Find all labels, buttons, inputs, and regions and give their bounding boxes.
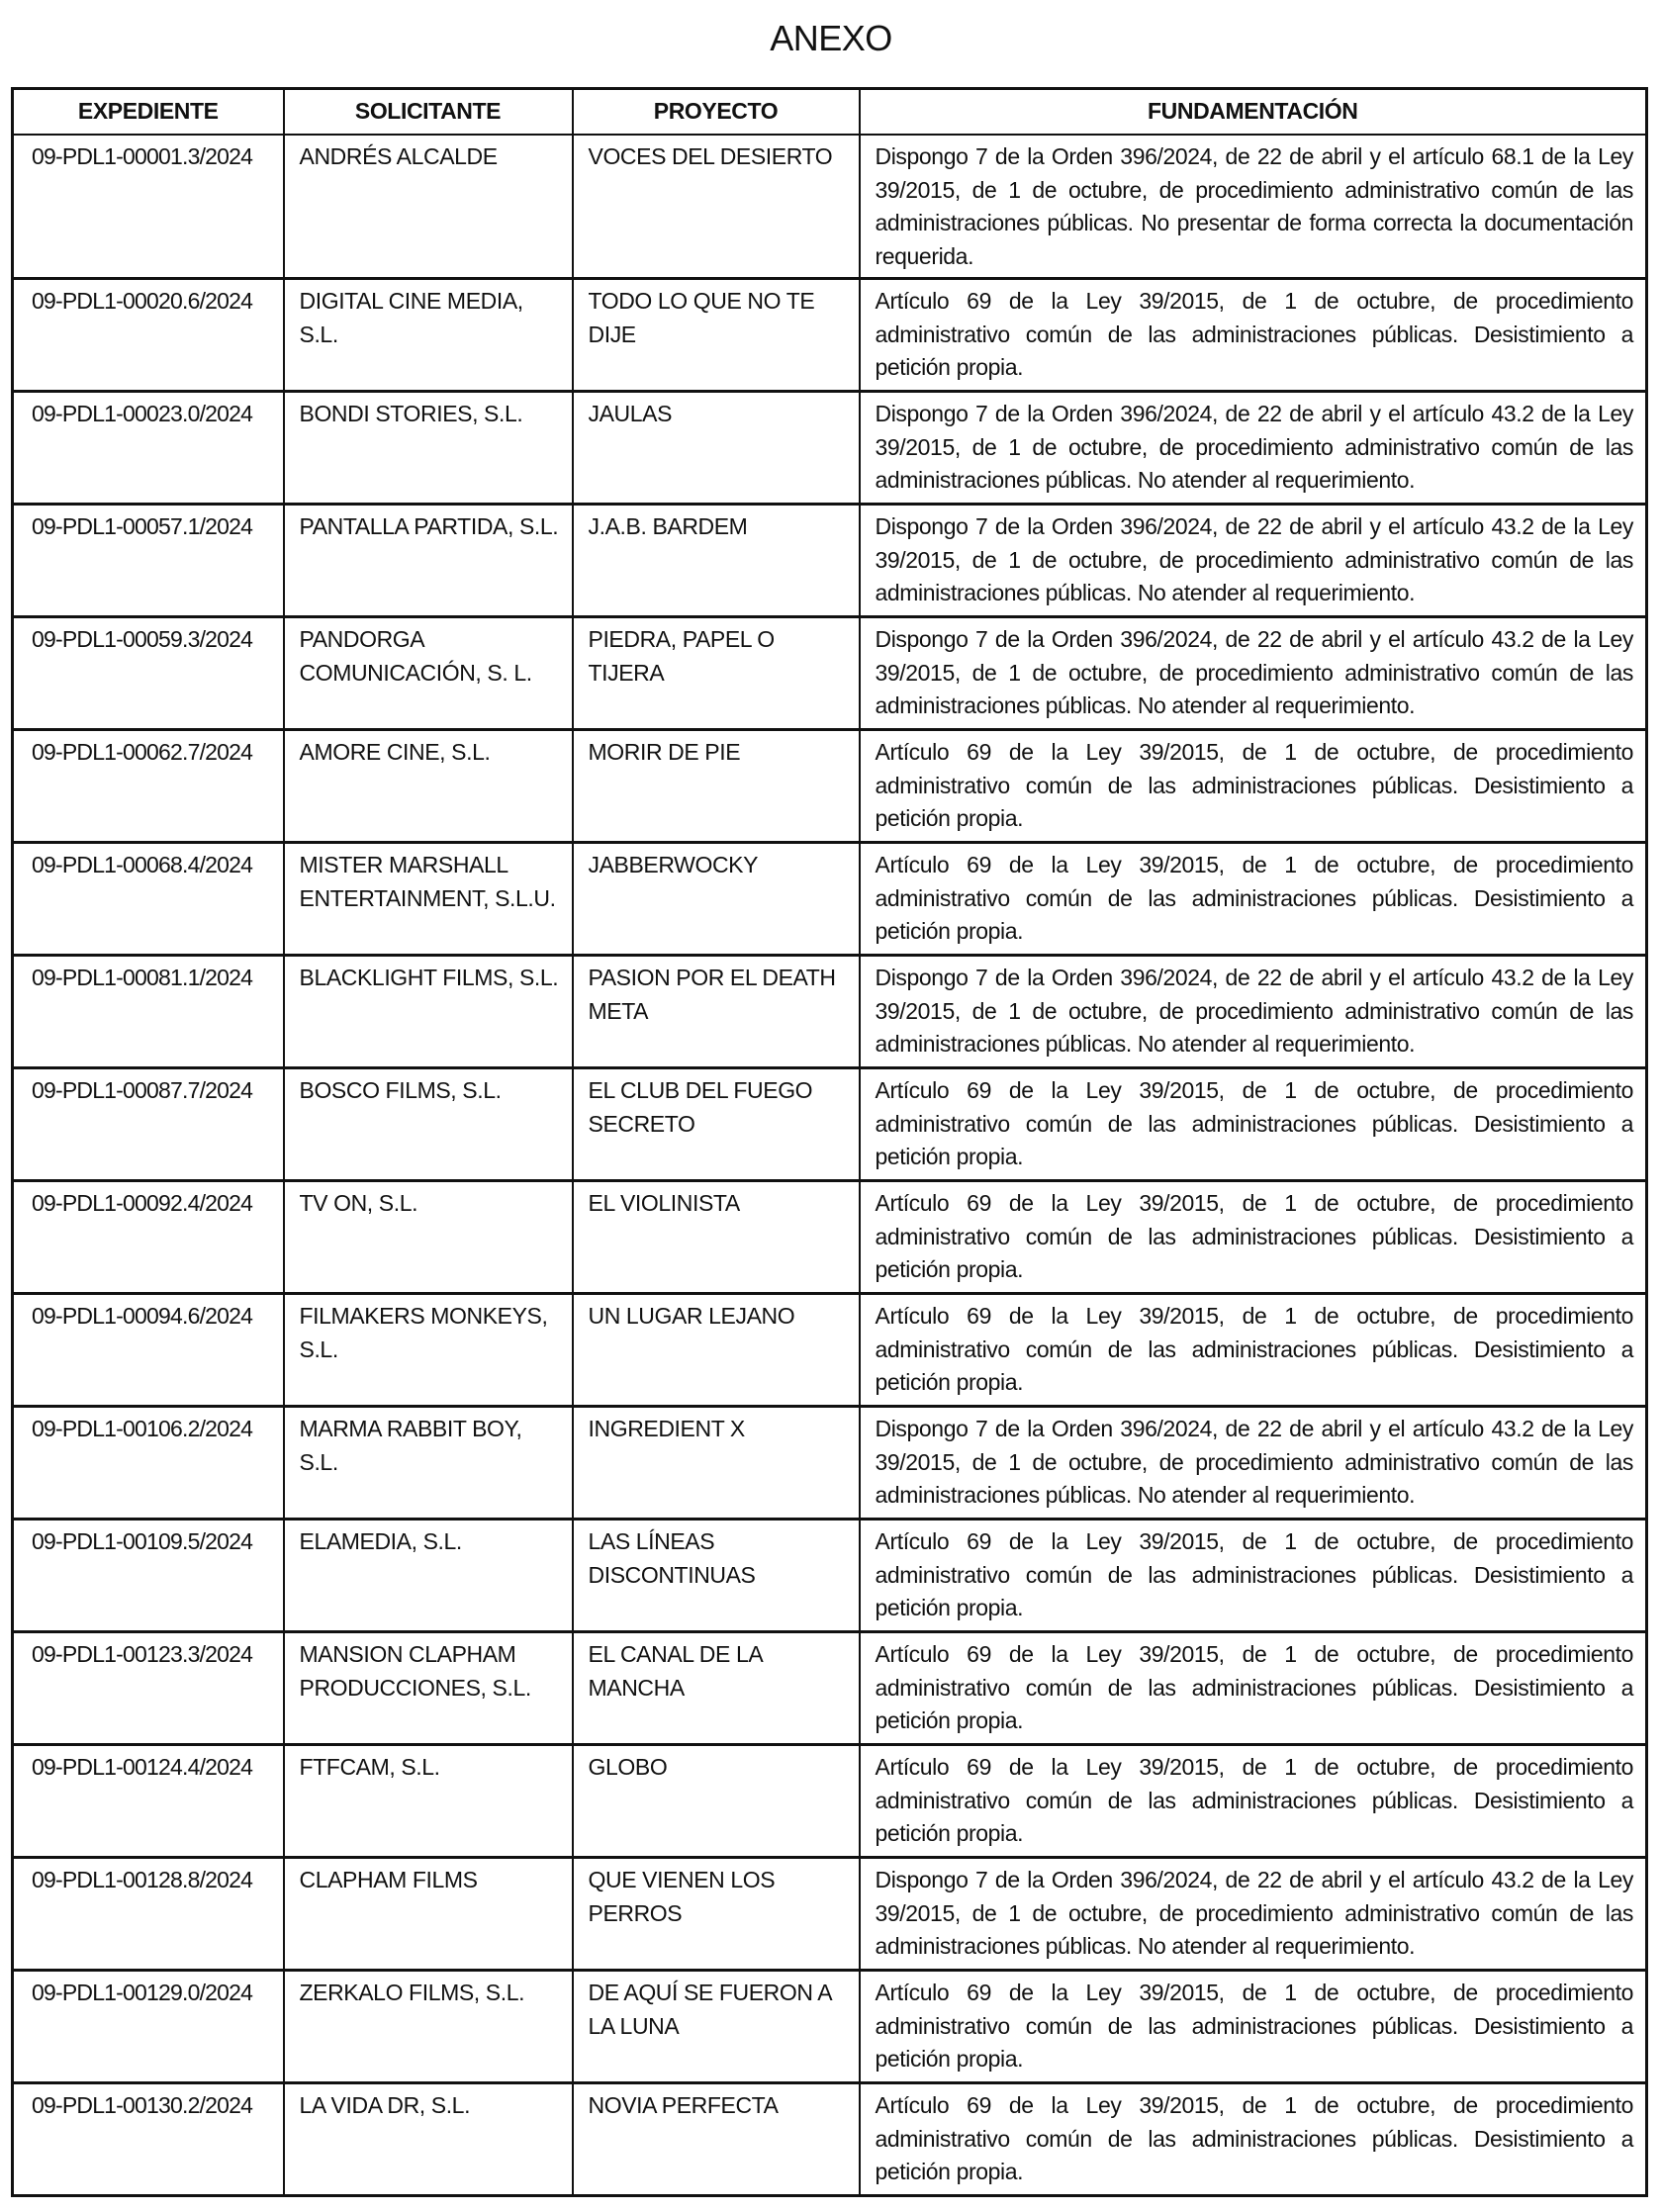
cell-fundamentacion: Artículo 69 de la Ley 39/2015, de 1 de o… — [858, 1969, 1648, 2084]
table-row: 09-PDL1-00129.0/2024 ZERKALO FILMS, S.L. D… — [11, 1969, 1648, 2084]
cell-proyecto: JABBERWOCKY — [571, 841, 861, 957]
cell-solicitante: BOSCO FILMS, S.L. — [282, 1066, 574, 1182]
cell-fundamentacion: Artículo 69 de la Ley 39/2015, de 1 de o… — [858, 1066, 1648, 1182]
cell-proyecto: QUE VIENEN LOS PERROS — [571, 1856, 861, 1972]
cell-solicitante: MISTER MARSHALL ENTERTAINMENT, S.L.U. — [282, 841, 574, 957]
cell-expediente: 09-PDL1-00094.6/2024 — [11, 1292, 285, 1408]
table-row: 09-PDL1-00059.3/2024 PANDORGA COMUNICACIÓ… — [11, 615, 1648, 731]
table-row: 09-PDL1-00062.7/2024 AMORE CINE, S.L. MORI… — [11, 728, 1648, 844]
cell-expediente: 09-PDL1-00081.1/2024 — [11, 954, 285, 1069]
cell-proyecto: NOVIA PERFECTA — [571, 2081, 861, 2197]
table-row: 09-PDL1-00124.4/2024 FTFCAM, S.L. GLOBO Art… — [11, 1743, 1648, 1859]
cell-solicitante: AMORE CINE, S.L. — [282, 728, 574, 844]
cell-solicitante: DIGITAL CINE MEDIA, S.L. — [282, 277, 574, 393]
cell-fundamentacion: Dispongo 7 de la Orden 396/2024, de 22 d… — [858, 134, 1648, 280]
cell-fundamentacion: Dispongo 7 de la Orden 396/2024, de 22 d… — [858, 503, 1648, 618]
cell-fundamentacion: Artículo 69 de la Ley 39/2015, de 1 de o… — [858, 1518, 1648, 1633]
cell-proyecto: VOCES DEL DESIERTO — [571, 134, 861, 280]
cell-expediente: 09-PDL1-00128.8/2024 — [11, 1856, 285, 1972]
cell-proyecto: GLOBO — [571, 1743, 861, 1859]
cell-proyecto: INGREDIENT X — [571, 1405, 861, 1521]
table-row: 09-PDL1-00087.7/2024 BOSCO FILMS, S.L. EL … — [11, 1066, 1648, 1182]
annex-table: EXPEDIENTE SOLICITANTE PROYECTO FUNDAMEN… — [11, 87, 1648, 2197]
cell-proyecto: LAS LÍNEAS DISCONTINUAS — [571, 1518, 861, 1633]
cell-proyecto: TODO LO QUE NO TE DIJE — [571, 277, 861, 393]
table-row: 09-PDL1-00109.5/2024 ELAMEDIA, S.L. LAS LÍ… — [11, 1518, 1648, 1633]
table-row: 09-PDL1-00106.2/2024 MARMA RABBIT BOY, S.… — [11, 1405, 1648, 1521]
cell-solicitante: BLACKLIGHT FILMS, S.L. — [282, 954, 574, 1069]
table-row: 09-PDL1-00123.3/2024 MANSION CLAPHAM PROD… — [11, 1630, 1648, 1746]
table-row: 09-PDL1-00092.4/2024 TV ON, S.L. EL VIOLIN… — [11, 1179, 1648, 1295]
cell-expediente: 09-PDL1-00057.1/2024 — [11, 503, 285, 618]
cell-proyecto: J.A.B. BARDEM — [571, 503, 861, 618]
cell-solicitante: CLAPHAM FILMS — [282, 1856, 574, 1972]
cell-expediente: 09-PDL1-00062.7/2024 — [11, 728, 285, 844]
cell-proyecto: JAULAS — [571, 390, 861, 506]
cell-expediente: 09-PDL1-00059.3/2024 — [11, 615, 285, 731]
cell-proyecto: EL VIOLINISTA — [571, 1179, 861, 1295]
cell-solicitante: ZERKALO FILMS, S.L. — [282, 1969, 574, 2084]
cell-solicitante: FILMAKERS MONKEYS, S.L. — [282, 1292, 574, 1408]
cell-solicitante: PANDORGA COMUNICACIÓN, S. L. — [282, 615, 574, 731]
cell-fundamentacion: Artículo 69 de la Ley 39/2015, de 1 de o… — [858, 1179, 1648, 1295]
cell-expediente: 09-PDL1-00020.6/2024 — [11, 277, 285, 393]
cell-expediente: 09-PDL1-00109.5/2024 — [11, 1518, 285, 1633]
cell-expediente: 09-PDL1-00130.2/2024 — [11, 2081, 285, 2197]
cell-solicitante: MANSION CLAPHAM PRODUCCIONES, S.L. — [282, 1630, 574, 1746]
cell-fundamentacion: Artículo 69 de la Ley 39/2015, de 1 de o… — [858, 2081, 1648, 2197]
cell-expediente: 09-PDL1-00106.2/2024 — [11, 1405, 285, 1521]
table-row: 09-PDL1-00020.6/2024 DIGITAL CINE MEDIA, … — [11, 277, 1648, 393]
cell-fundamentacion: Artículo 69 de la Ley 39/2015, de 1 de o… — [858, 841, 1648, 957]
cell-solicitante: MARMA RABBIT BOY, S.L. — [282, 1405, 574, 1521]
table-row: 09-PDL1-00068.4/2024 MISTER MARSHALL ENTE… — [11, 841, 1648, 957]
cell-solicitante: ELAMEDIA, S.L. — [282, 1518, 574, 1633]
cell-expediente: 09-PDL1-00087.7/2024 — [11, 1066, 285, 1182]
cell-expediente: 09-PDL1-00092.4/2024 — [11, 1179, 285, 1295]
cell-fundamentacion: Dispongo 7 de la Orden 396/2024, de 22 d… — [858, 1405, 1648, 1521]
cell-expediente: 09-PDL1-00001.3/2024 — [11, 134, 285, 280]
cell-fundamentacion: Dispongo 7 de la Orden 396/2024, de 22 d… — [858, 615, 1648, 731]
table-row: 09-PDL1-00057.1/2024 PANTALLA PARTIDA, S.… — [11, 503, 1648, 618]
header-proyecto: PROYECTO — [571, 87, 861, 136]
cell-fundamentacion: Dispongo 7 de la Orden 396/2024, de 22 d… — [858, 1856, 1648, 1972]
cell-solicitante: FTFCAM, S.L. — [282, 1743, 574, 1859]
table-row: 09-PDL1-00094.6/2024 FILMAKERS MONKEYS, S… — [11, 1292, 1648, 1408]
cell-fundamentacion: Artículo 69 de la Ley 39/2015, de 1 de o… — [858, 1292, 1648, 1408]
cell-proyecto: EL CANAL DE LA MANCHA — [571, 1630, 861, 1746]
cell-expediente: 09-PDL1-00129.0/2024 — [11, 1969, 285, 2084]
table-header-row: EXPEDIENTE SOLICITANTE PROYECTO FUNDAMEN… — [11, 87, 1648, 136]
table-row: 09-PDL1-00130.2/2024 LA VIDA DR, S.L. NOVI… — [11, 2081, 1648, 2197]
cell-solicitante: LA VIDA DR, S.L. — [282, 2081, 574, 2197]
cell-fundamentacion: Artículo 69 de la Ley 39/2015, de 1 de o… — [858, 277, 1648, 393]
cell-fundamentacion: Artículo 69 de la Ley 39/2015, de 1 de o… — [858, 728, 1648, 844]
cell-proyecto: UN LUGAR LEJANO — [571, 1292, 861, 1408]
table-row: 09-PDL1-00128.8/2024 CLAPHAM FILMS QUE VIE… — [11, 1856, 1648, 1972]
cell-fundamentacion: Artículo 69 de la Ley 39/2015, de 1 de o… — [858, 1743, 1648, 1859]
cell-proyecto: MORIR DE PIE — [571, 728, 861, 844]
page-title: ANEXO — [770, 18, 892, 58]
cell-fundamentacion: Artículo 69 de la Ley 39/2015, de 1 de o… — [858, 1630, 1648, 1746]
header-expediente: EXPEDIENTE — [11, 87, 285, 136]
table-row: 09-PDL1-00081.1/2024 BLACKLIGHT FILMS, S.… — [11, 954, 1648, 1069]
cell-solicitante: TV ON, S.L. — [282, 1179, 574, 1295]
cell-expediente: 09-PDL1-00124.4/2024 — [11, 1743, 285, 1859]
cell-expediente: 09-PDL1-00123.3/2024 — [11, 1630, 285, 1746]
cell-expediente: 09-PDL1-00023.0/2024 — [11, 390, 285, 506]
cell-solicitante: BONDI STORIES, S.L. — [282, 390, 574, 506]
cell-solicitante: PANTALLA PARTIDA, S.L. — [282, 503, 574, 618]
cell-solicitante: ANDRÉS ALCALDE — [282, 134, 574, 280]
table-body: 09-PDL1-00001.3/2024 ANDRÉS ALCALDE VOCES … — [11, 134, 1648, 2197]
header-solicitante: SOLICITANTE — [282, 87, 574, 136]
table-row: 09-PDL1-00001.3/2024 ANDRÉS ALCALDE VOCES … — [11, 134, 1648, 280]
cell-expediente: 09-PDL1-00068.4/2024 — [11, 841, 285, 957]
header-fundamentacion: FUNDAMENTACIÓN — [858, 87, 1648, 136]
cell-proyecto: EL CLUB DEL FUEGO SECRETO — [571, 1066, 861, 1182]
cell-proyecto: PIEDRA, PAPEL O TIJERA — [571, 615, 861, 731]
cell-proyecto: DE AQUÍ SE FUERON A LA LUNA — [571, 1969, 861, 2084]
cell-fundamentacion: Dispongo 7 de la Orden 396/2024, de 22 d… — [858, 390, 1648, 506]
cell-fundamentacion: Dispongo 7 de la Orden 396/2024, de 22 d… — [858, 954, 1648, 1069]
table-row: 09-PDL1-00023.0/2024 BONDI STORIES, S.L. J… — [11, 390, 1648, 506]
cell-proyecto: PASION POR EL DEATH META — [571, 954, 861, 1069]
